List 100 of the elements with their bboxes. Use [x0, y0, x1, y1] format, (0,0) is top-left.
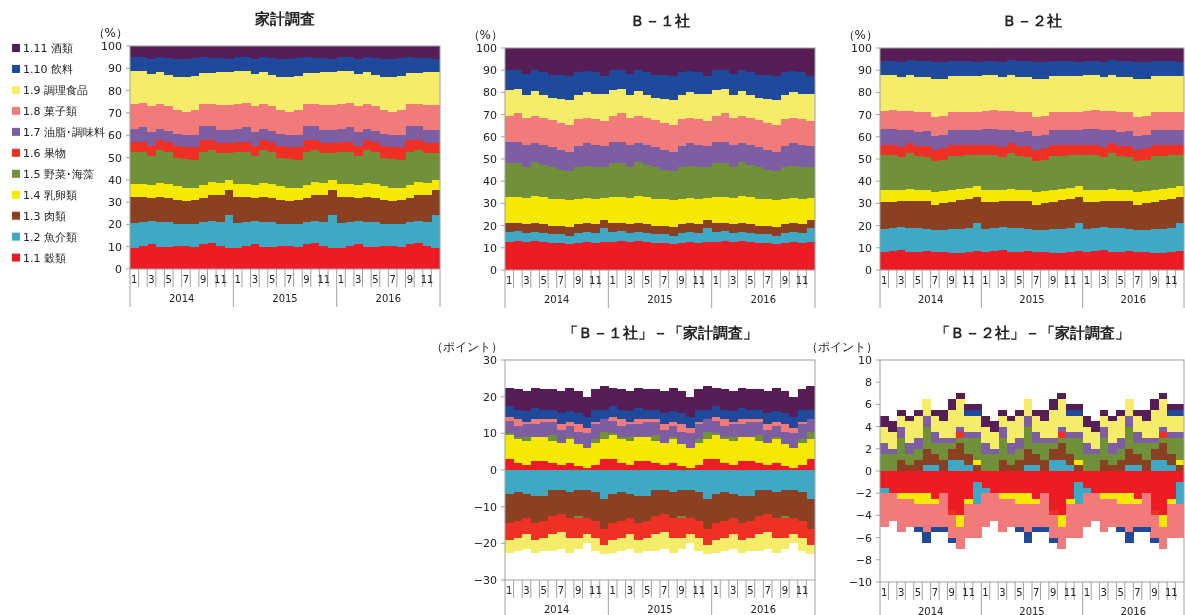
y-tick-label: 70: [858, 108, 872, 122]
x-tick-label: 5: [540, 585, 547, 596]
y-axis-title: （%）: [92, 26, 128, 40]
x-tick-label: 11: [1164, 275, 1178, 286]
x-tick-label: 7: [931, 587, 939, 598]
legend-label: 1.1 穀類: [23, 251, 66, 265]
x-tick-label: 7: [764, 585, 771, 596]
legend-label: 1.11 酒類: [23, 42, 73, 55]
y-tick-label: 0: [115, 263, 122, 276]
x-tick-label: 1: [506, 585, 513, 596]
x-tick-label: 3: [1100, 587, 1107, 598]
x-tick-label: 1: [712, 275, 720, 286]
x-tick-label: 11: [1063, 587, 1077, 598]
text: 2014: [917, 294, 944, 305]
x-tick-label: 9: [678, 275, 685, 286]
x-tick-label: 11: [214, 274, 227, 285]
text: 2016: [750, 294, 777, 305]
x-tick-label: 1: [609, 275, 616, 286]
x-tick-label: 3: [730, 585, 737, 596]
x-tick-label: 1: [131, 274, 138, 285]
y-tick-label: 90: [483, 64, 497, 78]
y-tick-label: 8: [865, 376, 872, 390]
x-tick-label: 9: [781, 275, 789, 286]
y-tick-label: 60: [858, 130, 872, 144]
chart-title: 「Ｂ－２社」－「家計調査」: [934, 324, 1130, 342]
y-tick-label: 80: [483, 86, 497, 100]
legend-item: 1.9 調理食品: [12, 83, 88, 97]
y-tick-label: 0: [865, 264, 872, 277]
x-tick-label: 1: [982, 587, 989, 598]
y-tick-label: 6: [865, 398, 872, 412]
x-tick-label: 5: [372, 274, 379, 285]
y-tick-label: 20: [483, 390, 497, 404]
y-tick-label: 10: [483, 427, 497, 441]
text: 2014: [917, 606, 944, 615]
x-tick-label: 3: [523, 585, 530, 596]
y-tick-label: 0: [490, 264, 497, 277]
legend-item: 1.8 菓子類: [12, 104, 77, 118]
y-tick-label: −30: [473, 574, 497, 587]
x-tick-label: 7: [389, 274, 396, 285]
y-tick-label: −6: [855, 531, 872, 545]
x-tick-label: 7: [1033, 587, 1040, 598]
x-tick-label: 9: [948, 587, 955, 598]
chart-title: 家計調査: [254, 10, 315, 28]
x-tick-label: 3: [897, 587, 905, 598]
x-tick-label: 11: [589, 275, 602, 286]
y-axis-title: （%）: [467, 28, 503, 42]
chart-title: 「Ｂ－１社」－「家計調査」: [562, 324, 758, 342]
y-tick-label: 30: [483, 354, 497, 367]
x-tick-label: 7: [1134, 275, 1141, 286]
legend-item: 1.10 飲料: [12, 62, 73, 76]
x-tick-label: 1: [1083, 275, 1091, 286]
x-tick-label: 9: [948, 275, 955, 286]
x-tick-label: 5: [540, 275, 547, 286]
x-tick-label: 9: [1151, 275, 1158, 286]
x-tick-label: 11: [795, 275, 809, 286]
y-tick-label: 20: [858, 219, 872, 233]
legend-item: 1.2 魚介類: [12, 230, 77, 244]
x-tick-label: 9: [781, 585, 789, 596]
legend-item: 1.3 肉類: [12, 209, 66, 223]
chart-title: Ｂ－１社: [630, 12, 690, 30]
x-tick-label: 7: [764, 275, 771, 286]
legend-item: 1.5 野菜･海藻: [12, 167, 94, 181]
y-tick-label: 10: [108, 240, 122, 254]
legend-item: 1.4 乳卵類: [12, 188, 77, 202]
x-tick-label: 1: [1083, 587, 1091, 598]
text: 2015: [1019, 606, 1045, 615]
x-tick-label: 11: [962, 587, 976, 598]
y-tick-label: 40: [108, 173, 122, 187]
y-tick-label: 20: [108, 218, 122, 232]
x-tick-label: 1: [982, 275, 989, 286]
legend-label: 1.8 菓子類: [23, 104, 77, 118]
legend-item: 1.7 油脂･調味料: [12, 125, 105, 139]
legend-label: 1.6 果物: [23, 146, 66, 160]
x-tick-label: 7: [182, 274, 190, 285]
x-tick-label: 5: [914, 275, 922, 286]
y-tick-label: 70: [483, 108, 497, 122]
legend-label: 1.2 魚介類: [23, 230, 77, 244]
y-tick-label: −10: [473, 500, 497, 514]
y-tick-label: −4: [855, 509, 872, 523]
x-tick-label: 3: [148, 274, 155, 285]
text: 2014: [543, 604, 570, 615]
x-tick-label: 7: [1033, 275, 1040, 286]
y-tick-label: 10: [858, 354, 872, 367]
y-tick-label: 100: [851, 42, 872, 55]
y-tick-label: −20: [473, 537, 497, 551]
y-tick-label: 4: [865, 420, 872, 434]
x-tick-label: 7: [931, 275, 939, 286]
x-tick-label: 5: [165, 274, 172, 285]
x-tick-label: 3: [999, 275, 1006, 286]
legend-label: 1.10 飲料: [23, 62, 73, 76]
x-tick-label: 5: [747, 585, 754, 596]
legend-label: 1.4 乳卵類: [23, 188, 77, 202]
x-tick-label: 7: [286, 274, 293, 285]
x-tick-label: 5: [1117, 275, 1124, 286]
x-tick-label: 1: [881, 275, 888, 286]
text: 2015: [647, 604, 673, 615]
x-tick-label: 9: [575, 585, 582, 596]
y-tick-label: −10: [848, 576, 872, 589]
y-tick-label: 80: [108, 84, 122, 98]
x-tick-label: 5: [643, 585, 651, 596]
